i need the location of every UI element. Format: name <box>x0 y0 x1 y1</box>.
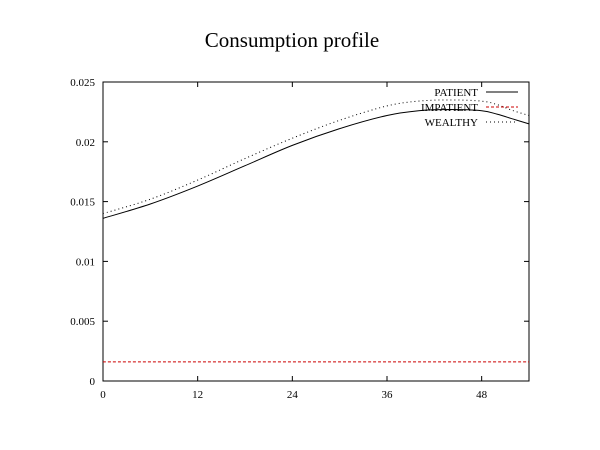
legend-label-impatient: IMPATIENT <box>421 102 478 114</box>
x-tick-label: 24 <box>287 389 299 401</box>
axis-layer: 0 12 24 36 48 0 0.005 0.01 0.015 0.02 0.025 <box>70 77 529 401</box>
plot-frame <box>102 81 530 382</box>
series-line-wealthy <box>102 99 530 215</box>
y-tick-label: 0.02 <box>76 137 95 149</box>
x-tick-label: 12 <box>192 389 203 401</box>
series-line-patient <box>102 109 530 219</box>
legend-label-wealthy: WEALTHY <box>425 117 478 129</box>
x-tick-label: 0 <box>100 389 106 401</box>
chart-title: Consumption profile <box>204 28 380 52</box>
y-tick-label: 0.01 <box>76 256 95 268</box>
x-tick-label: 36 <box>382 389 394 401</box>
x-tick-label: 48 <box>476 389 488 401</box>
legend-label-patient: PATIENT <box>434 87 478 99</box>
y-tick-label: 0.025 <box>70 77 95 89</box>
y-tick-label: 0 <box>90 376 96 388</box>
plot-border <box>102 81 530 382</box>
series-layer <box>102 99 530 363</box>
y-tick-label: 0.015 <box>70 197 95 209</box>
y-tick-label: 0.005 <box>70 316 95 328</box>
legend: PATIENT IMPATIENT WEALTHY <box>421 87 518 129</box>
